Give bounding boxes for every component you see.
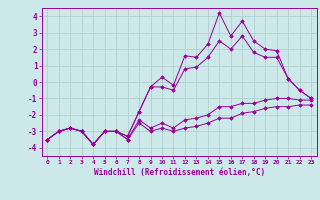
X-axis label: Windchill (Refroidissement éolien,°C): Windchill (Refroidissement éolien,°C) [94,168,265,177]
